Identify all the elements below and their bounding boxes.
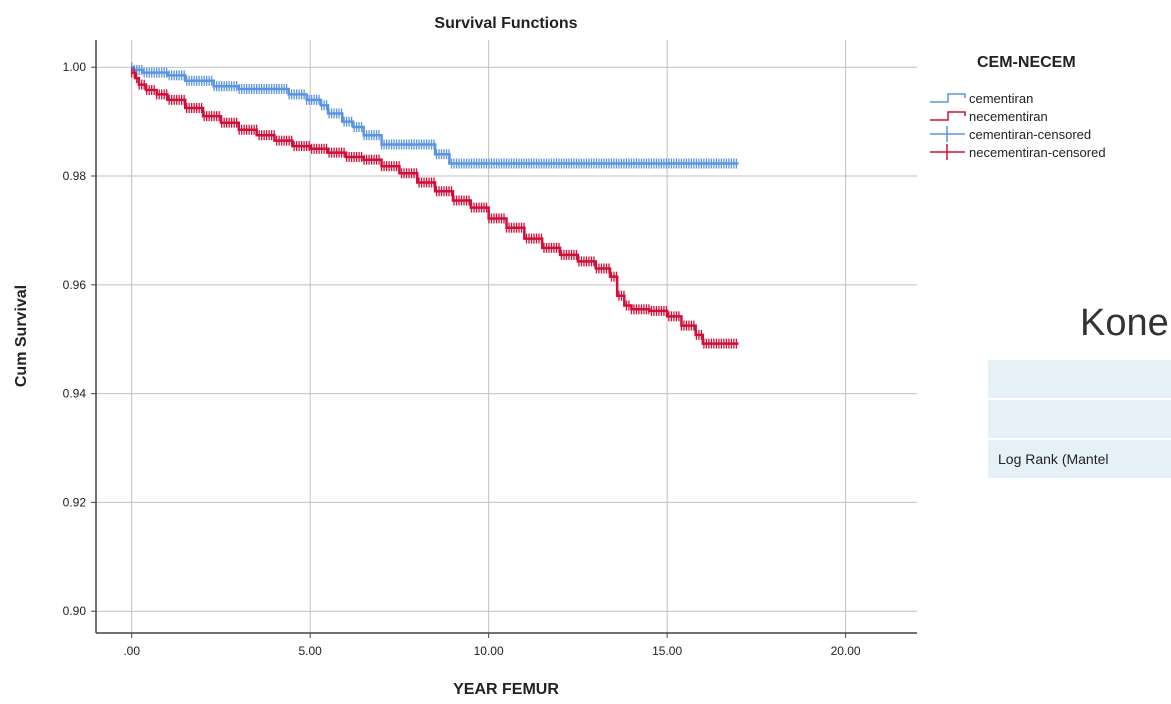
legend-swatch xyxy=(930,93,966,103)
axes xyxy=(95,40,917,634)
x-tick-label: 5.00 xyxy=(298,644,322,658)
x-tick-label: 10.00 xyxy=(474,644,504,658)
censored-marks-necementiran xyxy=(131,67,738,349)
y-tick-label: 0.94 xyxy=(63,387,87,401)
legend-item-necementiran-censored: necementiran-censored xyxy=(930,144,1106,160)
y-axis-title: Cum Survival xyxy=(13,285,30,387)
x-axis-title: YEAR FEMUR xyxy=(453,681,559,698)
y-tick-label: 0.92 xyxy=(63,495,87,509)
chart-title: Survival Functions xyxy=(434,15,577,32)
tick-labels: .00 5.00 10.00 15.00 20.00 0.90 0.92 0.94 0.96 0.… xyxy=(63,60,861,658)
legend-label: necementiran xyxy=(969,109,1048,124)
side-table-row xyxy=(988,400,1171,440)
legend: CEM-NECEM cementiran necementiran cementir… xyxy=(930,54,1106,160)
side-table-row: Log Rank (Mantel xyxy=(988,440,1171,480)
x-tick-label: 15.00 xyxy=(652,644,682,658)
side-table: Log Rank (Mantel xyxy=(988,360,1171,480)
series-layer xyxy=(131,62,739,349)
legend-title: CEM-NECEM xyxy=(977,54,1076,71)
y-tick-label: 0.96 xyxy=(63,278,87,292)
side-heading: Kone xyxy=(1080,302,1169,344)
legend-item-cementiran-censored: cementiran-censored xyxy=(930,126,1091,142)
y-tick-label: 0.90 xyxy=(63,604,87,618)
series-line-necementiran xyxy=(131,71,739,345)
series-line-cementiran xyxy=(131,65,739,165)
grid-lines xyxy=(96,40,917,633)
legend-label: cementiran xyxy=(969,91,1033,106)
y-tick-label: 1.00 xyxy=(63,60,87,74)
x-tick-label: .00 xyxy=(123,644,140,658)
y-tick-label: 0.98 xyxy=(63,169,87,183)
censored-marks-cementiran xyxy=(131,62,738,169)
legend-item-cementiran: cementiran xyxy=(930,91,1033,106)
legend-swatch xyxy=(930,111,966,121)
legend-item-necementiran: necementiran xyxy=(930,109,1048,124)
side-table-row xyxy=(988,360,1171,400)
legend-label: necementiran-censored xyxy=(969,145,1106,160)
legend-label: cementiran-censored xyxy=(969,127,1091,142)
x-tick-label: 20.00 xyxy=(831,644,861,658)
